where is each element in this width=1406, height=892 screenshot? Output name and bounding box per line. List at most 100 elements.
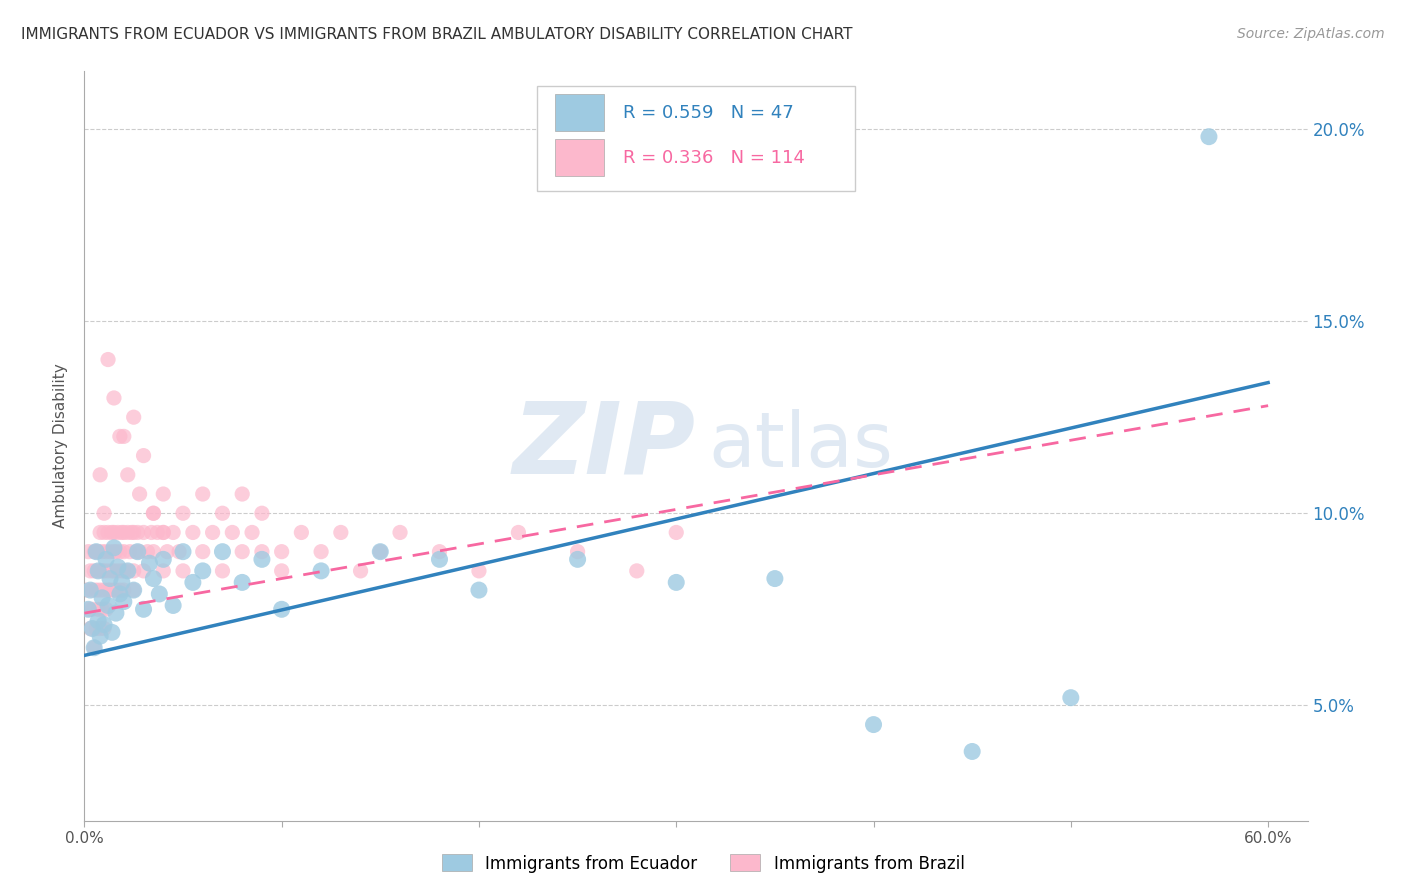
Point xyxy=(132,449,155,463)
Point xyxy=(121,525,143,540)
Point xyxy=(122,583,145,598)
Point xyxy=(103,391,125,405)
Point xyxy=(112,583,135,598)
Point xyxy=(468,564,491,578)
Point xyxy=(112,544,135,558)
Point xyxy=(89,629,111,643)
Point xyxy=(101,625,124,640)
Point xyxy=(111,525,134,540)
Point xyxy=(97,564,120,578)
Point xyxy=(107,560,129,574)
Point xyxy=(270,602,292,616)
Point xyxy=(103,541,125,555)
Point xyxy=(127,544,149,558)
Point xyxy=(181,575,204,590)
Point xyxy=(111,575,134,590)
Point xyxy=(141,525,163,540)
Point xyxy=(152,525,174,540)
Point xyxy=(122,525,145,540)
Point xyxy=(122,410,145,425)
Point xyxy=(83,640,105,655)
Point xyxy=(250,544,273,558)
Text: R = 0.336   N = 114: R = 0.336 N = 114 xyxy=(623,149,804,167)
Point xyxy=(118,544,141,558)
Point xyxy=(93,564,115,578)
Point xyxy=(98,572,121,586)
Point xyxy=(103,583,125,598)
Point xyxy=(84,622,107,636)
Point xyxy=(136,544,159,558)
Point xyxy=(91,591,114,605)
Point xyxy=(91,564,114,578)
Point xyxy=(112,564,135,578)
Point xyxy=(79,564,101,578)
Point xyxy=(83,564,105,578)
Point xyxy=(87,564,110,578)
Point xyxy=(290,525,312,540)
Point xyxy=(94,552,117,566)
Point xyxy=(124,544,146,558)
Point xyxy=(211,544,233,558)
Point xyxy=(91,544,114,558)
Point xyxy=(108,583,131,598)
Point xyxy=(94,602,117,616)
Point xyxy=(221,525,243,540)
Point xyxy=(142,544,165,558)
Point xyxy=(191,544,214,558)
Point xyxy=(93,506,115,520)
Point xyxy=(1060,690,1083,705)
Point xyxy=(112,594,135,608)
Point xyxy=(763,572,786,586)
Point xyxy=(87,602,110,616)
Point xyxy=(87,614,110,628)
Point xyxy=(240,525,263,540)
Point xyxy=(132,564,155,578)
Point xyxy=(172,544,194,558)
Point xyxy=(231,487,253,501)
Point xyxy=(89,583,111,598)
Point xyxy=(122,583,145,598)
Point xyxy=(152,552,174,566)
Point xyxy=(231,544,253,558)
FancyBboxPatch shape xyxy=(537,87,855,191)
Point xyxy=(93,525,115,540)
Point xyxy=(152,564,174,578)
Point xyxy=(349,564,371,578)
Point xyxy=(1198,129,1220,144)
Point xyxy=(112,525,135,540)
Point xyxy=(108,429,131,443)
Point xyxy=(162,525,184,540)
Point xyxy=(138,556,160,570)
Bar xyxy=(555,94,605,131)
Point xyxy=(117,525,139,540)
Point xyxy=(82,583,104,598)
Point xyxy=(98,583,121,598)
Point xyxy=(93,622,115,636)
Bar xyxy=(555,139,605,177)
Point xyxy=(97,525,120,540)
Point xyxy=(181,525,204,540)
Point xyxy=(128,544,150,558)
Point xyxy=(167,544,190,558)
Point xyxy=(84,544,107,558)
Point xyxy=(82,622,104,636)
Point xyxy=(626,564,648,578)
Point xyxy=(104,583,127,598)
Text: R = 0.559   N = 47: R = 0.559 N = 47 xyxy=(623,103,793,121)
Text: ZIP: ZIP xyxy=(513,398,696,494)
Point xyxy=(508,525,530,540)
Point xyxy=(191,564,214,578)
Text: IMMIGRANTS FROM ECUADOR VS IMMIGRANTS FROM BRAZIL AMBULATORY DISABILITY CORRELAT: IMMIGRANTS FROM ECUADOR VS IMMIGRANTS FR… xyxy=(21,27,852,42)
Point xyxy=(665,525,688,540)
Point xyxy=(89,467,111,482)
Point xyxy=(270,564,292,578)
Point xyxy=(107,564,129,578)
Point xyxy=(122,564,145,578)
Point xyxy=(172,564,194,578)
Point xyxy=(665,575,688,590)
Point xyxy=(87,544,110,558)
Point xyxy=(93,617,115,632)
Point xyxy=(87,564,110,578)
Point xyxy=(162,599,184,613)
Point xyxy=(429,544,451,558)
